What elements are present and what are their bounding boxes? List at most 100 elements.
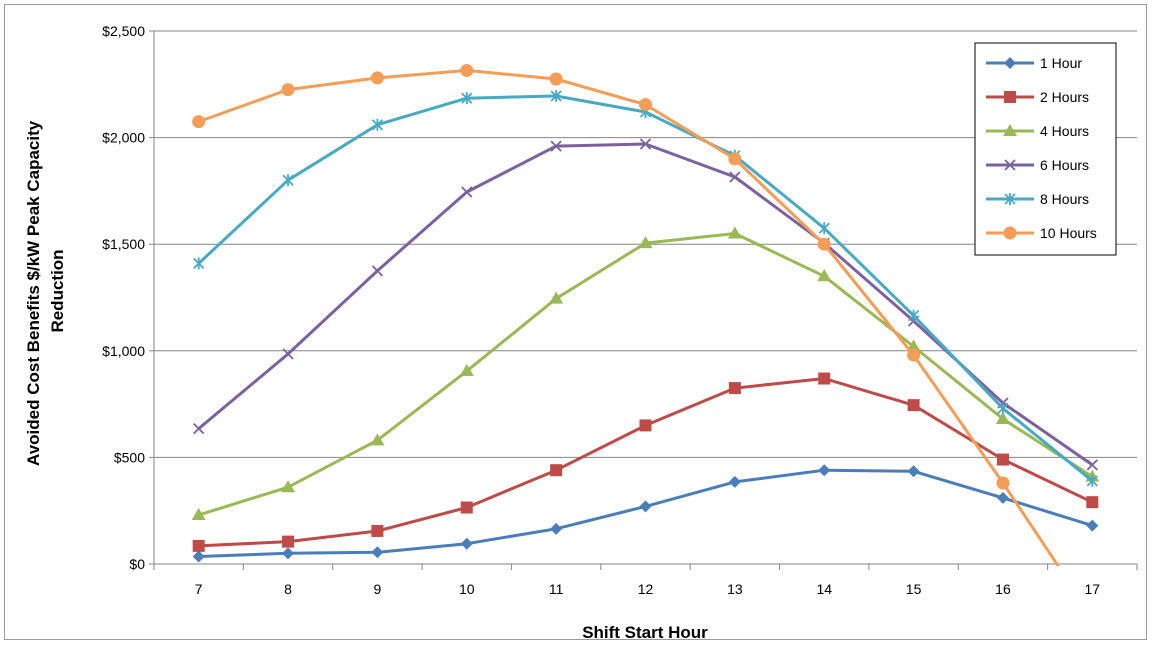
x-tick-label: 17 xyxy=(1085,581,1101,597)
data-point-2-hours xyxy=(192,539,205,552)
series-4-hours xyxy=(191,226,1100,520)
data-point-1-hour xyxy=(371,546,384,559)
series-10-hours xyxy=(192,63,1099,624)
data-point-10-hours xyxy=(281,83,295,97)
legend-label: 1 Hour xyxy=(1040,55,1082,71)
legend-label: 6 Hours xyxy=(1040,157,1089,173)
x-tick-label: 11 xyxy=(549,581,564,597)
x-tick-label: 10 xyxy=(459,581,475,597)
data-point-8-hours xyxy=(997,402,1009,415)
data-point-2-hours xyxy=(282,535,295,548)
x-tick-label: 9 xyxy=(374,581,382,597)
data-point-4-hours xyxy=(727,226,742,239)
legend-swatch-marker xyxy=(1004,193,1016,205)
line-chart: $0 $500 $1,000 $1,500 $2,000 $2,500 7 8 9 10 11 12… xyxy=(24,23,1138,642)
data-point-2-hours xyxy=(996,453,1009,466)
data-point-2-hours xyxy=(639,419,652,432)
series-line-4-hours xyxy=(198,232,1094,517)
data-point-6-hours xyxy=(461,186,473,198)
x-axis-title: Shift Start Hour xyxy=(582,623,708,641)
data-point-1-hour xyxy=(639,500,652,513)
legend-swatch-marker xyxy=(1004,57,1016,69)
x-tick-label: 15 xyxy=(906,581,922,597)
legend-swatch-marker xyxy=(1004,91,1016,103)
data-point-8-hours xyxy=(461,92,473,105)
data-point-6-hours xyxy=(729,171,741,183)
data-point-10-hours xyxy=(996,476,1010,490)
series-1-hour xyxy=(192,464,1099,563)
data-point-6-hours xyxy=(371,265,384,277)
data-point-8-hours xyxy=(907,309,920,322)
legend-swatch-marker xyxy=(1004,159,1016,171)
data-point-2-hours xyxy=(1086,496,1099,509)
data-point-10-hours xyxy=(192,115,206,129)
legend-label: 8 Hours xyxy=(1040,191,1089,207)
x-tick-label: 14 xyxy=(816,581,832,597)
y-tick-label: $1,000 xyxy=(102,343,145,359)
data-point-10-hours xyxy=(370,71,384,85)
x-tick-label: 7 xyxy=(195,581,203,597)
x-tick-label: 8 xyxy=(284,581,292,597)
legend-box xyxy=(974,42,1117,256)
data-point-6-hours xyxy=(639,138,652,150)
legend-swatch-marker xyxy=(1003,226,1017,240)
data-point-6-hours xyxy=(1086,459,1098,471)
y-tick-labels: $0 $500 $1,000 $1,500 $2,000 $2,500 xyxy=(102,23,145,572)
y-tick-label: $500 xyxy=(114,449,145,465)
data-point-8-hours xyxy=(193,257,205,270)
data-point-10-hours xyxy=(728,152,742,166)
data-point-4-hours xyxy=(370,433,385,446)
x-tick-label: 12 xyxy=(638,581,654,597)
data-point-1-hour xyxy=(728,475,741,488)
data-point-8-hours xyxy=(818,222,830,235)
data-point-6-hours xyxy=(193,422,205,435)
data-point-4-hours xyxy=(817,269,832,282)
data-point-1-hour xyxy=(460,537,473,550)
data-point-10-hours xyxy=(907,348,921,362)
data-point-8-hours xyxy=(1086,474,1098,487)
data-point-4-hours xyxy=(995,412,1010,425)
data-point-2-hours xyxy=(907,399,920,412)
y-axis-title-line-2: Reduction xyxy=(48,249,67,332)
series-2-hours xyxy=(192,372,1099,552)
legend-swatch-marker xyxy=(1003,124,1017,136)
legend-item-10-hours: 10 Hours xyxy=(986,225,1097,241)
data-point-4-hours xyxy=(549,291,564,304)
data-point-1-hour xyxy=(282,547,295,560)
data-point-1-hour xyxy=(996,491,1009,504)
data-point-10-hours xyxy=(817,237,831,251)
data-point-10-hours xyxy=(549,72,563,86)
data-point-4-hours xyxy=(281,480,296,493)
data-point-10-hours xyxy=(1086,611,1099,624)
data-point-4-hours xyxy=(191,507,206,520)
legend-item-8-hours: 8 Hours xyxy=(986,191,1089,207)
data-point-1-hour xyxy=(192,550,205,563)
data-point-2-hours xyxy=(550,464,563,477)
legend-label: 4 Hours xyxy=(1040,123,1089,139)
legend-item-6-hours: 6 Hours xyxy=(986,157,1089,173)
legend: 1 Hour 2 Hours 4 Hours 6 Hours 8 Hours 10 Hou… xyxy=(974,42,1117,256)
y-axis-title-line-1: Avoided Cost Benefits $/kW Peak Capacity xyxy=(24,120,43,466)
data-point-2-hours xyxy=(728,382,741,395)
data-point-2-hours xyxy=(460,501,473,514)
data-point-1-hour xyxy=(550,522,563,535)
y-axis-title: Avoided Cost Benefits $/kW Peak Capacity… xyxy=(24,116,67,466)
data-point-2-hours xyxy=(818,372,831,385)
data-point-4-hours xyxy=(459,364,474,377)
data-point-10-hours xyxy=(460,63,474,77)
data-point-1-hour xyxy=(907,465,920,478)
legend-label: 2 Hours xyxy=(1040,89,1089,105)
data-point-1-hour xyxy=(1086,519,1099,532)
data-point-1-hour xyxy=(818,464,831,477)
data-point-6-hours xyxy=(550,140,562,152)
data-point-4-hours xyxy=(638,236,653,249)
data-point-8-hours xyxy=(550,90,562,103)
legend-item-2-hours: 2 Hours xyxy=(986,89,1089,105)
series-8-hours xyxy=(193,90,1098,487)
series-line-1-hour xyxy=(198,468,1093,558)
data-point-8-hours xyxy=(371,118,384,131)
legend-label: 10 Hours xyxy=(1040,225,1097,241)
y-tick-label: $1,500 xyxy=(102,236,145,252)
data-point-6-hours xyxy=(282,348,294,360)
data-point-10-hours xyxy=(639,98,652,112)
